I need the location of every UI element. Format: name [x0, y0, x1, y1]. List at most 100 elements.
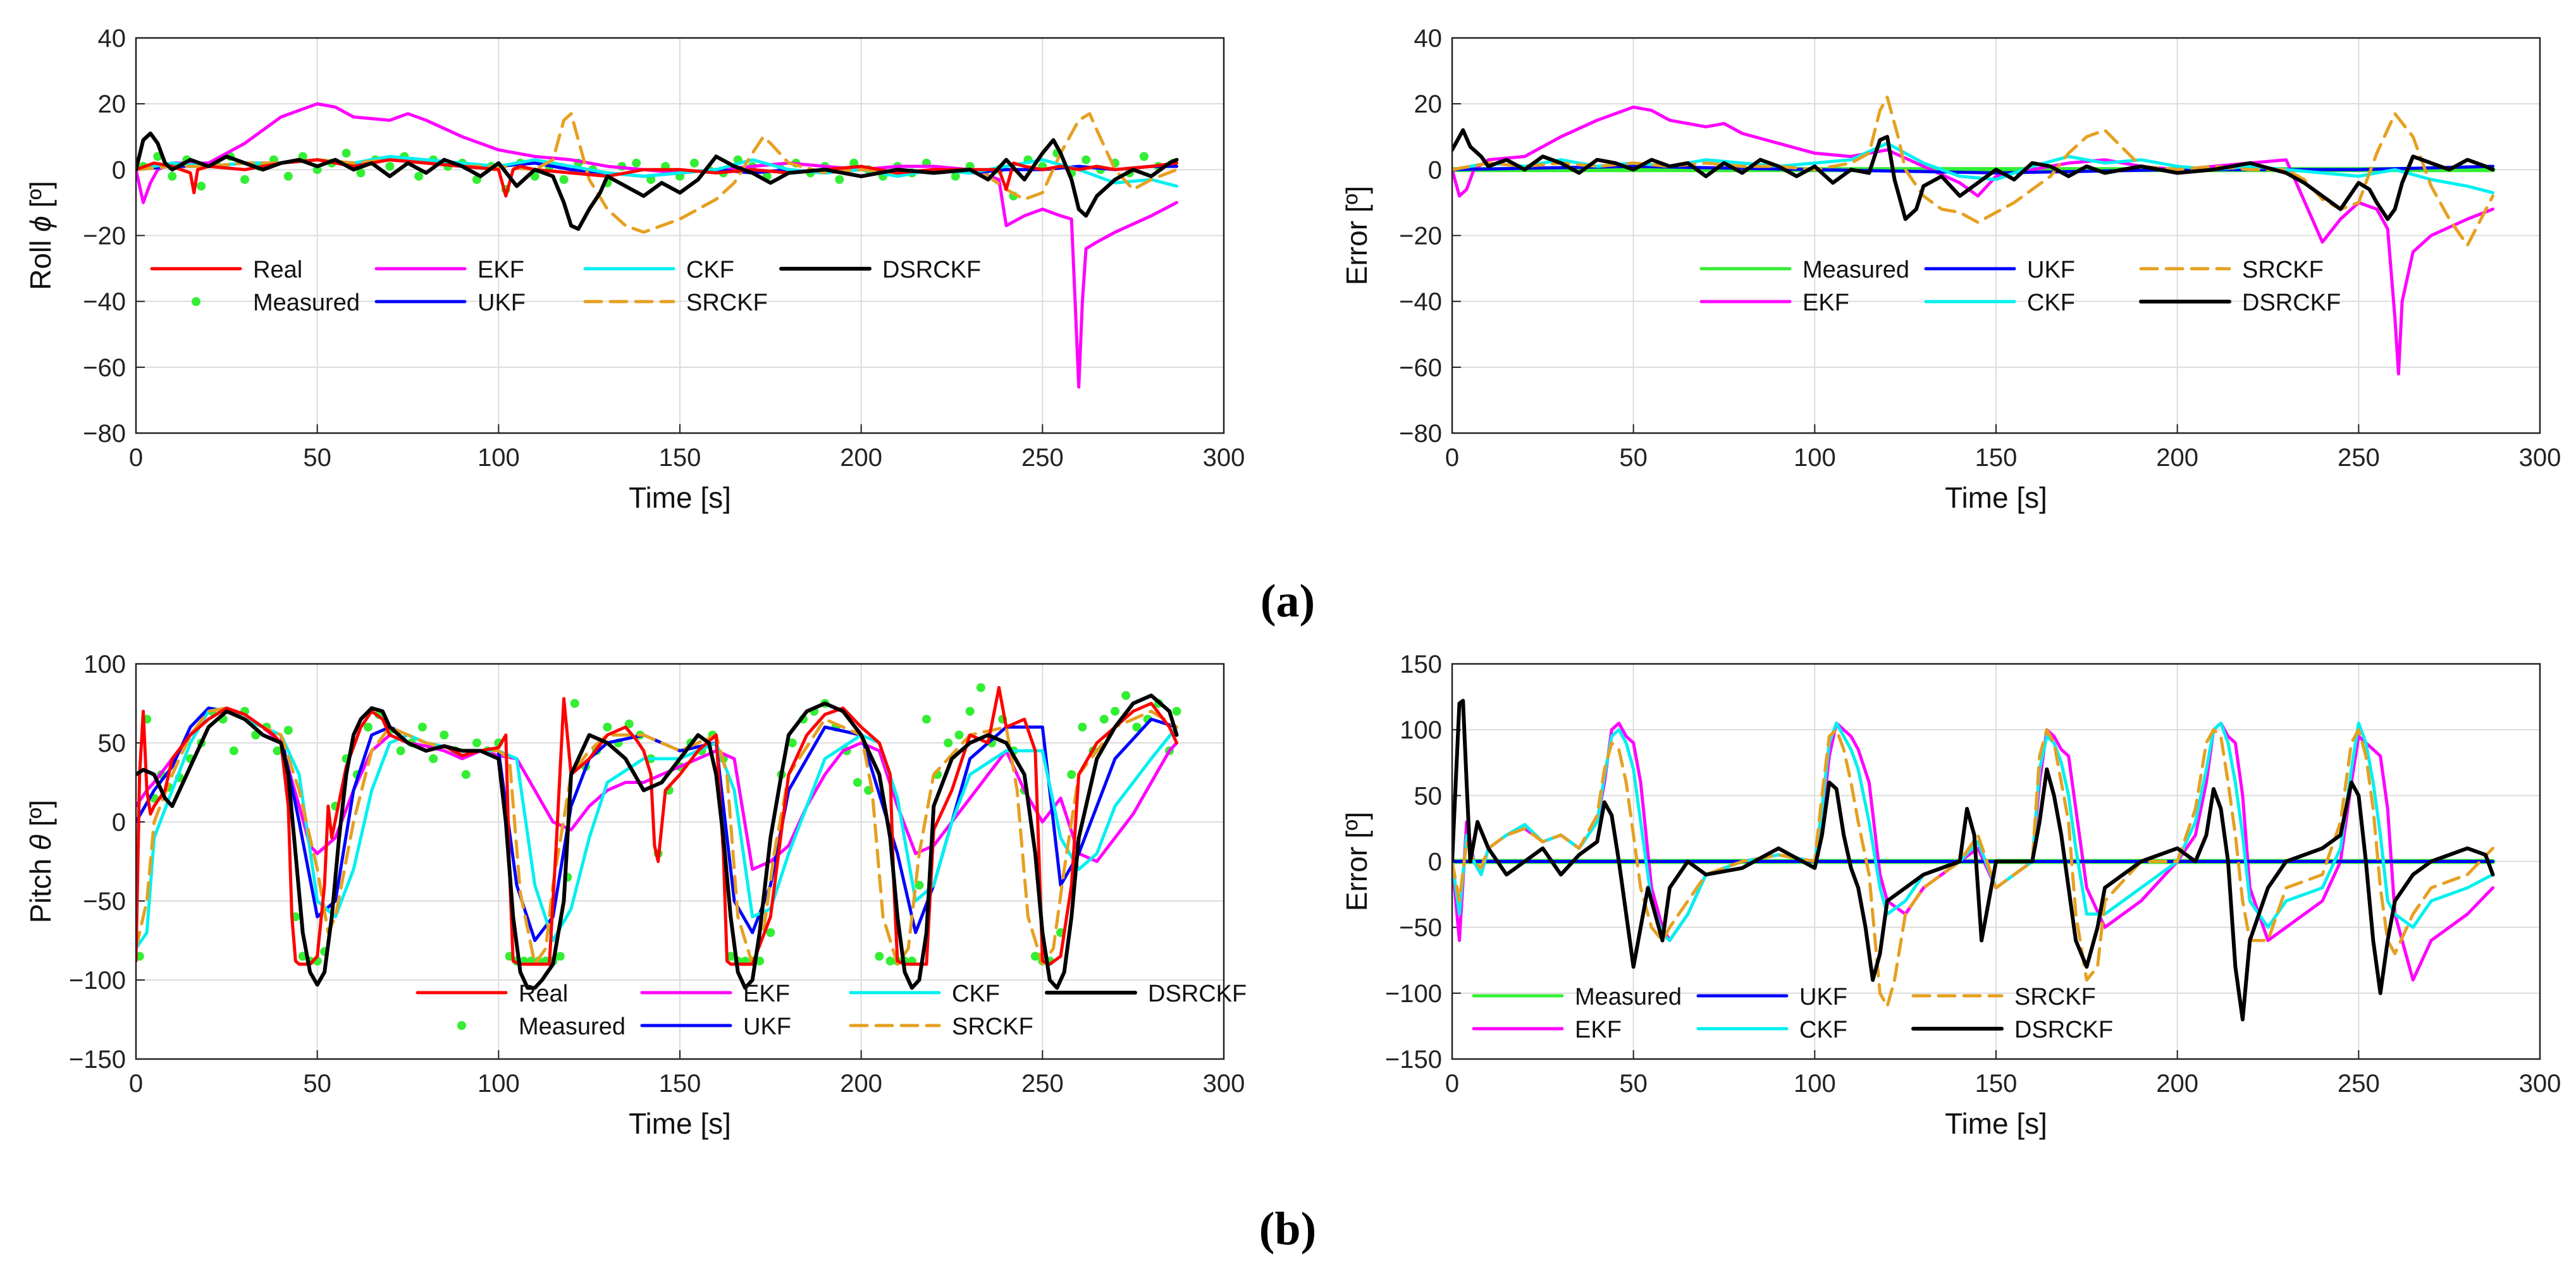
legend-label-real: Real [253, 257, 302, 283]
pitch-chart: 0 50 100 150 200 250 300 100 50 0 −50 −100 −150 Time … [24, 651, 1247, 1140]
y-tick-label: −20 [83, 223, 126, 250]
legend-item-dsrckf: DSRCKF [2139, 290, 2341, 316]
legend-label-srckf: SRCKF [2242, 257, 2324, 283]
measured-point [570, 699, 579, 708]
measured-point [766, 928, 775, 937]
x-tick-label: 150 [1975, 1070, 2018, 1098]
measured-point [632, 158, 641, 168]
x-axis-label: Time [s] [629, 1107, 731, 1140]
x-tick-label: 250 [1021, 1070, 1064, 1098]
legend-swatch-measured [192, 297, 200, 306]
measured-point [1172, 707, 1181, 716]
y-axis-label-unit: [º] [24, 181, 57, 207]
measured-point [461, 770, 471, 779]
y-axis-label-symbol: ϕ [24, 216, 57, 232]
legend-label-srckf: SRCKF [686, 290, 768, 316]
measured-point [168, 171, 177, 181]
x-tick-label: 0 [1445, 1070, 1459, 1098]
legend-label-srckf: SRCKF [952, 1014, 1033, 1040]
y-axis-label-text: Error [1340, 838, 1373, 911]
legend-item-measured: Measured [1472, 984, 1682, 1010]
x-tick-label: 200 [2156, 444, 2198, 472]
y-tick-label: −40 [1399, 288, 1442, 316]
legend-item-measured: Measured [1699, 257, 1909, 283]
x-tick-label: 200 [840, 1070, 882, 1098]
y-tick-label: 150 [1400, 651, 1442, 678]
legend-item-dsrckf: DSRCKF [1045, 981, 1247, 1007]
measured-point [965, 707, 975, 716]
measured-point [559, 175, 569, 184]
series-srckf-line [136, 706, 1178, 966]
legend-item-dsrckf: DSRCKF [779, 257, 981, 283]
series-group [1452, 95, 2496, 376]
x-tick-label: 150 [1975, 444, 2018, 472]
series-dsrckf-line [1452, 699, 2495, 1022]
legend-label-ekf: EKF [1575, 1017, 1622, 1043]
legend-item-srckf: SRCKF [2139, 257, 2324, 283]
measured-point [954, 730, 964, 740]
x-tick-label: 200 [2156, 1070, 2198, 1098]
series-real-line [136, 158, 1178, 198]
legend-item-ekf: EKF [640, 981, 790, 1007]
series-ukf-line [1452, 164, 2494, 175]
y-tick-label: 0 [1428, 156, 1442, 184]
measured-point [875, 952, 884, 961]
measured-point [273, 746, 282, 756]
legend: Measured UKF SRCKF EKF CKF DSRCKF [1472, 984, 2113, 1043]
y-tick-label: 20 [98, 90, 126, 118]
measured-point [1121, 691, 1131, 700]
x-tick-label: 200 [840, 444, 882, 472]
measured-point [417, 723, 427, 732]
measured-point [136, 952, 144, 961]
axes-frame [135, 663, 1225, 1060]
legend-item-srckf: SRCKF [1911, 984, 2096, 1010]
x-tick-label: 150 [659, 444, 701, 472]
legend-label-ukf: UKF [478, 290, 526, 316]
legend-label-ukf: UKF [743, 1014, 791, 1040]
legend: Real EKF CKF DSRCKF Measured UKF SRCKF [150, 257, 981, 316]
legend-label-measured: Measured [1803, 257, 1909, 283]
legend-label-ukf: UKF [1799, 984, 1847, 1010]
measured-point [944, 738, 953, 747]
y-tick-label: 40 [1414, 25, 1443, 52]
measured-point [1139, 152, 1149, 161]
legend-item-measured: Measured [457, 1014, 626, 1040]
measured-point [787, 738, 797, 747]
axes-frame [1451, 663, 2541, 1060]
y-axis-label: Roll ϕ [º] [24, 181, 57, 290]
legend-item-ukf: UKF [640, 1014, 791, 1040]
measured-point [356, 168, 366, 178]
legend-item-srckf: SRCKF [583, 290, 768, 316]
series-real-line [136, 686, 1178, 966]
y-tick-label: 50 [1414, 782, 1443, 810]
legend-swatch-measured [457, 1021, 466, 1030]
legend-label-measured: Measured [253, 290, 360, 316]
axes-frame [1451, 37, 2541, 434]
y-tick-label: −40 [83, 288, 126, 316]
measured-point [835, 175, 844, 184]
roll-error-chart: 0 50 100 150 200 250 30040200−20−40−60−80Time … [1340, 25, 2561, 514]
measured-point [414, 171, 424, 181]
x-tick-label: 100 [478, 444, 520, 472]
x-tick-label: 0 [1445, 444, 1459, 472]
legend-label-ekf: EKF [1803, 290, 1849, 316]
legend-label-real: Real [519, 981, 568, 1007]
measured-point [689, 158, 699, 168]
legend-item-ckf: CKF [849, 981, 1000, 1007]
x-tick-label: 50 [1619, 1070, 1648, 1098]
series-group [136, 102, 1179, 389]
x-tick-label: 100 [1794, 1070, 1836, 1098]
legend-label-ckf: CKF [686, 257, 734, 283]
legend-item-dsrckf: DSRCKF [1911, 1017, 2113, 1043]
legend-label-ckf: CKF [2027, 290, 2075, 316]
x-tick-label: 50 [303, 444, 331, 472]
measured-point [624, 720, 634, 728]
legend-item-ekf: EKF [374, 257, 524, 283]
measured-point [1111, 707, 1119, 716]
series-dsrckf-line [136, 132, 1179, 231]
measured-point [342, 149, 351, 158]
series-group [136, 683, 1181, 990]
measured-point [853, 778, 862, 787]
measured-point [1082, 155, 1091, 164]
series-srckf-line [136, 112, 1178, 234]
